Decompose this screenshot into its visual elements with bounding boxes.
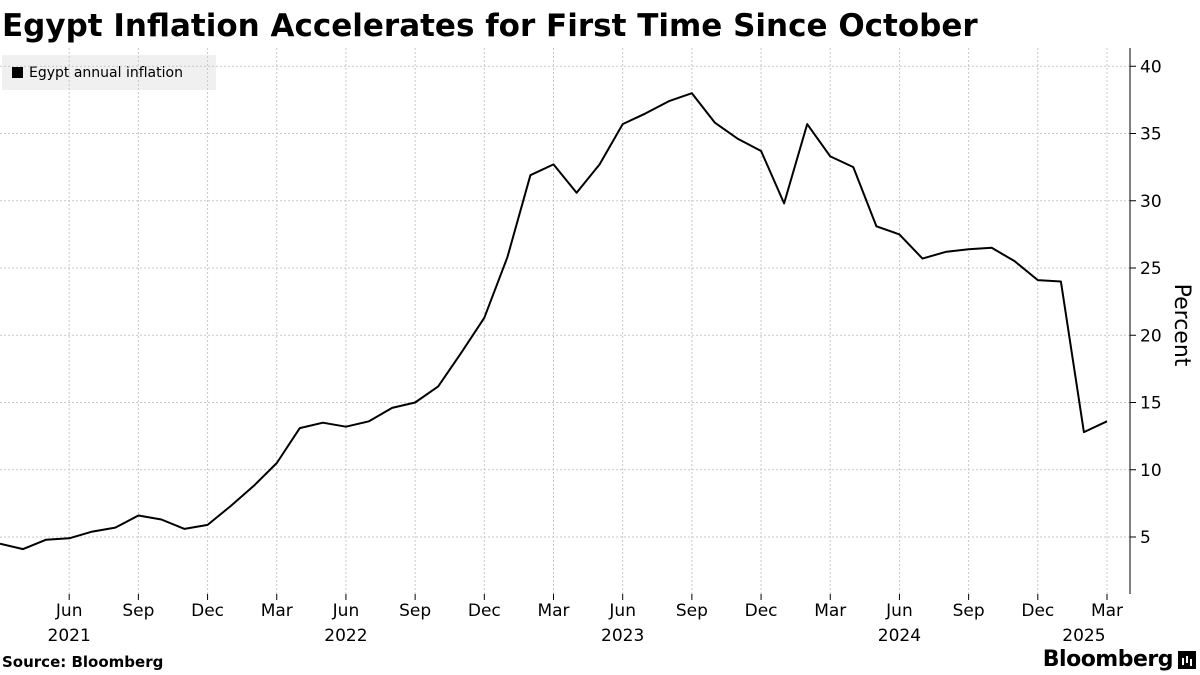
series-line-0 [0,92,1108,551]
bloomberg-terminal-icon [1178,651,1196,669]
x-tick-label: Sep [953,601,985,621]
y-tick-label: 20 [1140,326,1162,346]
x-year-label: 2021 [48,626,91,646]
y-tick-label: 25 [1140,259,1162,279]
bloomberg-logo-text: Bloomberg [1042,647,1174,672]
x-tick-label: Jun [608,601,636,621]
legend: Egypt annual inflation [2,55,216,90]
x-tick-label: Mar [261,601,293,621]
x-tick-label: Dec [745,601,778,621]
y-axis-label: Percent [1169,284,1194,367]
x-tick-label: Jun [885,601,913,621]
y-tick-label: 15 [1140,394,1162,414]
x-tick-label: Mar [537,601,569,621]
y-tick-label: 35 [1140,125,1162,145]
x-tick-label: Sep [399,601,431,621]
x-tick-label: Dec [191,601,224,621]
x-year-label: 2025 [1062,626,1105,646]
axes [68,48,1136,600]
x-tick-label: Mar [814,601,846,621]
x-tick-label: Mar [1091,601,1123,621]
x-year-label: 2022 [324,626,367,646]
x-tick-label: Sep [122,601,154,621]
x-tick-label: Dec [468,601,501,621]
x-year-label: 2024 [878,626,921,646]
legend-swatch [12,67,23,78]
x-tick-label: Dec [1021,601,1054,621]
gridlines [0,48,1130,594]
x-tick-label: Jun [55,601,83,621]
y-tick-label: 5 [1140,528,1151,548]
series-lines [0,92,1108,551]
x-year-label: 2023 [601,626,644,646]
source-note: Source: Bloomberg [2,653,164,671]
x-tick-label: Sep [676,601,708,621]
y-tick-label: 10 [1140,461,1162,481]
chart-title: Egypt Inflation Accelerates for First Ti… [2,8,978,44]
bloomberg-logo: Bloomberg [1043,646,1196,674]
y-tick-label: 40 [1140,57,1162,77]
x-tick-label: Jun [332,601,360,621]
legend-label: Egypt annual inflation [29,64,183,81]
y-tick-label: 30 [1140,192,1162,212]
